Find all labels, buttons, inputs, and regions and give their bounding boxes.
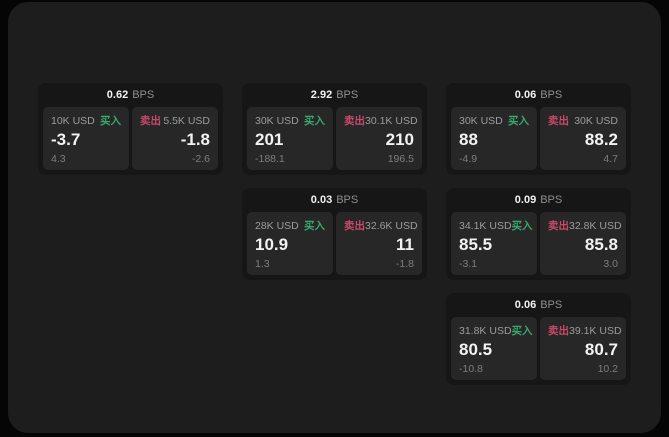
- sell-amount-label: 5.5K USD: [163, 114, 210, 127]
- spread-value: 2.92: [310, 89, 333, 101]
- spread-unit: BPS: [336, 194, 359, 206]
- spread-unit: BPS: [336, 89, 359, 101]
- sell-price-value: -1.8: [180, 130, 210, 150]
- buy-price-value: -3.7: [51, 130, 81, 150]
- buy-side-label: 买入: [511, 325, 533, 337]
- buy-panel[interactable]: 28K USD 买入 10.9 1.3: [247, 212, 333, 275]
- buy-side-label: 买入: [511, 220, 533, 232]
- sell-change-value: 10.2: [597, 363, 618, 375]
- buy-side-label: 买入: [100, 115, 121, 127]
- sell-price-value: 88.2: [584, 130, 618, 150]
- spread-header: 0.06 BPS: [446, 83, 631, 107]
- buy-price-value: 85.5: [459, 235, 493, 255]
- spread-unit: BPS: [132, 89, 155, 101]
- sell-panel[interactable]: 卖出 30.1K USD 210 196.5: [336, 107, 422, 170]
- spread-value: 0.62: [106, 89, 129, 101]
- buy-side-label: 买入: [304, 220, 325, 232]
- buy-side-label: 买入: [304, 115, 325, 127]
- buy-side-label: 买入: [508, 115, 529, 127]
- buy-amount-label: 31.8K USD: [459, 324, 512, 337]
- sell-side-label: 卖出: [548, 220, 569, 232]
- buy-change-value: -4.9: [459, 153, 478, 165]
- buy-panel[interactable]: 34.1K USD 买入 85.5 -3.1: [451, 212, 537, 275]
- quote-card: 0.06 BPS 31.8K USD 买入 80.5 -10.8 卖出 39.1…: [446, 293, 631, 385]
- quote-card: 0.06 BPS 30K USD 买入 88 -4.9 卖出 30K USD 8…: [446, 83, 631, 175]
- sell-amount-label: 39.1K USD: [569, 324, 622, 337]
- spread-value: 0.03: [310, 194, 333, 206]
- sell-change-value: 4.7: [603, 153, 618, 165]
- buy-price-value: 88: [459, 130, 478, 150]
- spread-header: 2.92 BPS: [242, 83, 427, 107]
- sell-price-value: 11: [396, 235, 414, 255]
- sell-side-label: 卖出: [548, 325, 569, 337]
- quote-card: 2.92 BPS 30K USD 买入 201 -188.1 卖出 30.1K …: [242, 83, 427, 175]
- sell-side-label: 卖出: [344, 115, 365, 127]
- sell-side-label: 卖出: [140, 115, 161, 127]
- spread-unit: BPS: [540, 89, 563, 101]
- sell-price-value: 210: [385, 130, 414, 150]
- sell-panel[interactable]: 卖出 39.1K USD 80.7 10.2: [540, 317, 626, 380]
- spread-header: 0.03 BPS: [242, 188, 427, 212]
- buy-change-value: 1.3: [255, 258, 270, 270]
- quote-card: 0.09 BPS 34.1K USD 买入 85.5 -3.1 卖出 32.8K…: [446, 188, 631, 280]
- buy-price-value: 80.5: [459, 340, 493, 360]
- spread-value: 0.09: [514, 194, 537, 206]
- quote-card: 0.62 BPS 10K USD 买入 -3.7 4.3 卖出 5.5K USD…: [38, 83, 223, 175]
- spread-header: 0.09 BPS: [446, 188, 631, 212]
- buy-change-value: -10.8: [459, 363, 483, 375]
- sell-panel[interactable]: 卖出 32.6K USD 11 -1.8: [336, 212, 422, 275]
- buy-amount-label: 10K USD: [51, 114, 95, 127]
- buy-amount-label: 34.1K USD: [459, 219, 512, 232]
- buy-panel[interactable]: 30K USD 买入 88 -4.9: [451, 107, 537, 170]
- buy-panel[interactable]: 30K USD 买入 201 -188.1: [247, 107, 333, 170]
- buy-amount-label: 30K USD: [255, 114, 299, 127]
- buy-price-value: 10.9: [255, 235, 289, 255]
- sell-side-label: 卖出: [344, 220, 365, 232]
- sell-change-value: -2.6: [191, 153, 210, 165]
- buy-price-value: 201: [255, 130, 284, 150]
- buy-change-value: -188.1: [255, 153, 285, 165]
- buy-amount-label: 28K USD: [255, 219, 299, 232]
- sell-panel[interactable]: 卖出 30K USD 88.2 4.7: [540, 107, 626, 170]
- sell-amount-label: 30K USD: [574, 114, 618, 127]
- sell-amount-label: 30.1K USD: [365, 114, 418, 127]
- sell-panel[interactable]: 卖出 5.5K USD -1.8 -2.6: [132, 107, 218, 170]
- spread-unit: BPS: [540, 299, 563, 311]
- sell-change-value: 3.0: [603, 258, 618, 270]
- spread-value: 0.06: [514, 89, 537, 101]
- sell-price-value: 85.8: [584, 235, 618, 255]
- spread-value: 0.06: [514, 299, 537, 311]
- buy-change-value: -3.1: [459, 258, 478, 270]
- quote-card: 0.03 BPS 28K USD 买入 10.9 1.3 卖出 32.6K US…: [242, 188, 427, 280]
- app-window: 0.62 BPS 10K USD 买入 -3.7 4.3 卖出 5.5K USD…: [8, 2, 661, 433]
- sell-change-value: 196.5: [387, 153, 414, 165]
- sell-price-value: 80.7: [584, 340, 618, 360]
- sell-change-value: -1.8: [395, 258, 414, 270]
- sell-panel[interactable]: 卖出 32.8K USD 85.8 3.0: [540, 212, 626, 275]
- sell-side-label: 卖出: [548, 115, 569, 127]
- sell-amount-label: 32.6K USD: [365, 219, 418, 232]
- buy-panel[interactable]: 10K USD 买入 -3.7 4.3: [43, 107, 129, 170]
- buy-change-value: 4.3: [51, 153, 66, 165]
- buy-panel[interactable]: 31.8K USD 买入 80.5 -10.8: [451, 317, 537, 380]
- sell-amount-label: 32.8K USD: [569, 219, 622, 232]
- spread-unit: BPS: [540, 194, 563, 206]
- spread-header: 0.62 BPS: [38, 83, 223, 107]
- buy-amount-label: 30K USD: [459, 114, 503, 127]
- spread-header: 0.06 BPS: [446, 293, 631, 317]
